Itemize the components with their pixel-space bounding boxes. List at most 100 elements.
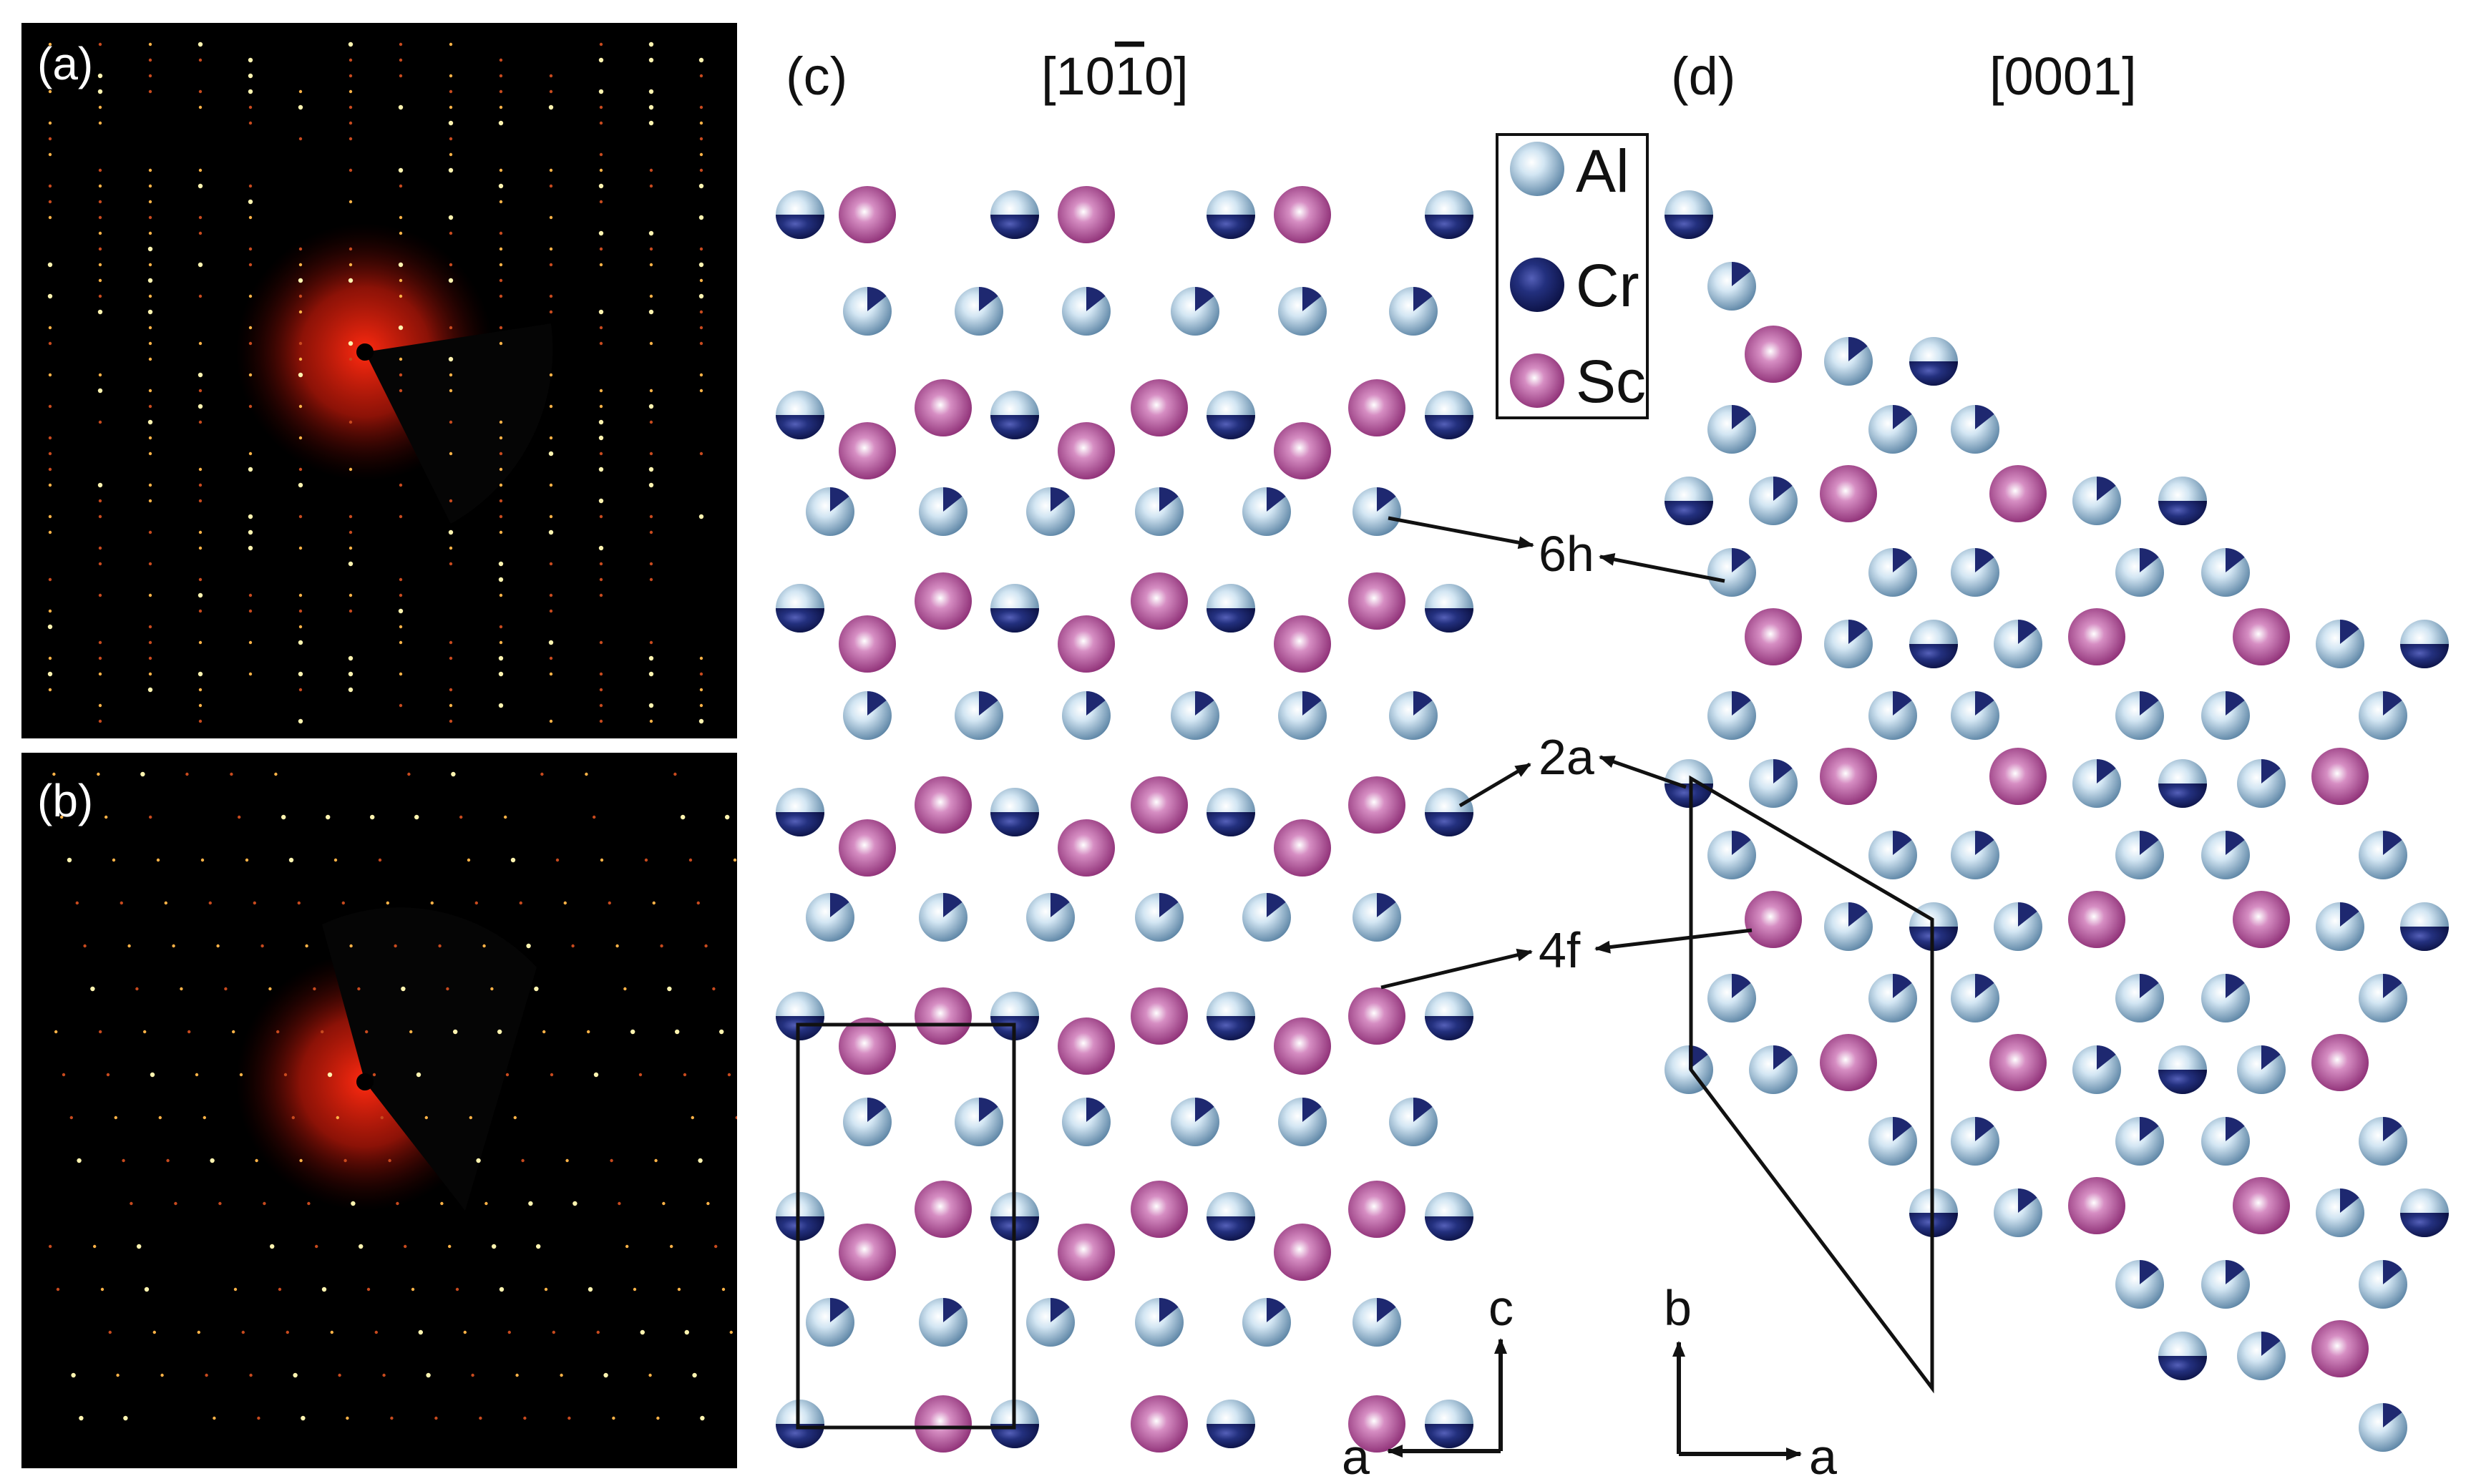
cr-atom (776, 1192, 824, 1241)
sc-atom (1058, 422, 1115, 479)
al-atom (1278, 287, 1327, 336)
arrow-2a-right (1599, 755, 1687, 789)
sc-atom (1348, 572, 1405, 630)
legend-swatch-sc (1510, 353, 1564, 408)
al-atom (806, 487, 854, 536)
sc-atom (1131, 379, 1188, 436)
sc-atom (1274, 1017, 1331, 1075)
al-atom (1026, 893, 1075, 942)
sc-atom (2233, 891, 2290, 948)
al-atom (2316, 902, 2364, 951)
panel-label-d: (d) (1671, 47, 1735, 106)
sc-atom (1058, 1224, 1115, 1281)
al-atom (2115, 691, 2164, 740)
cr-atom (2400, 620, 2449, 668)
sc-atom (915, 379, 972, 436)
al-atom (1242, 487, 1291, 536)
al-atom (1868, 974, 1917, 1022)
al-atom (2359, 1117, 2407, 1166)
sc-atom (1058, 615, 1115, 673)
diffraction-pattern-b: (b) (21, 753, 737, 1468)
sc-atom (839, 186, 896, 243)
cr-atom (1909, 620, 1958, 668)
al-atom (843, 691, 892, 740)
al-atom (1868, 1117, 1917, 1166)
sc-atom (1820, 748, 1877, 805)
cr-atom (990, 584, 1039, 633)
al-atom (1707, 974, 1756, 1022)
al-atom (2316, 620, 2364, 668)
cr-atom (1207, 391, 1255, 439)
al-atom (955, 691, 1003, 740)
sc-atom (1058, 1017, 1115, 1075)
sc-atom (1274, 422, 1331, 479)
sc-atom (1989, 1034, 2047, 1091)
diffraction-image-a (47, 42, 704, 724)
axis-c-side-label: a (1342, 1429, 1370, 1484)
cr-atom (776, 992, 824, 1040)
legend-label-cr: Cr (1576, 252, 1639, 319)
cr-atom (1207, 1400, 1255, 1448)
sc-atom (1131, 987, 1188, 1045)
al-atom (1026, 1298, 1075, 1347)
arrow-4f-right (1594, 928, 1753, 954)
al-atom (2201, 691, 2250, 740)
sc-atom (1131, 1395, 1188, 1453)
unit-cell-c (796, 1022, 1016, 1430)
cr-atom (990, 788, 1039, 836)
atom-layer-c (776, 186, 1473, 1453)
al-atom (1353, 1298, 1401, 1347)
al-atom (1994, 620, 2042, 668)
cr-atom (1425, 584, 1473, 633)
sc-atom (2311, 1034, 2369, 1091)
sc-atom (839, 1017, 896, 1075)
cr-atom (776, 788, 824, 836)
legend: Al Cr Sc (1496, 133, 1649, 419)
al-atom (1062, 691, 1111, 740)
sc-atom (1274, 1224, 1331, 1281)
al-atom (1707, 262, 1756, 311)
cr-atom (1425, 190, 1473, 239)
al-atom (2115, 831, 2164, 879)
al-atom (1868, 405, 1917, 454)
cr-atom (1425, 391, 1473, 439)
atom-layer-d (1665, 190, 2449, 1452)
sc-atom (1131, 776, 1188, 834)
axes-d: b a (1664, 1280, 1837, 1484)
al-atom (1749, 759, 1798, 808)
cr-atom (1207, 1192, 1255, 1241)
al-atom (1951, 831, 1999, 879)
legend-swatch-cr (1510, 258, 1564, 312)
sc-atom (2068, 1177, 2125, 1234)
sc-atom (1745, 326, 1802, 383)
al-atom (919, 1298, 968, 1347)
sc-atom (2068, 891, 2125, 948)
sc-atom (1058, 186, 1115, 243)
arrow-6h-left (1388, 516, 1534, 550)
al-atom (806, 893, 854, 942)
cr-atom (2158, 1332, 2207, 1380)
al-atom (1707, 691, 1756, 740)
al-atom (1951, 548, 1999, 597)
sc-atom (1348, 987, 1405, 1045)
al-atom (1389, 1098, 1438, 1146)
cr-atom (1207, 992, 1255, 1040)
sc-atom (839, 1224, 896, 1281)
al-atom (2201, 831, 2250, 879)
al-atom (1389, 287, 1438, 336)
axis-d-up-label: b (1664, 1280, 1692, 1336)
sc-atom (1348, 379, 1405, 436)
cr-atom (2400, 1188, 2449, 1237)
al-atom (2237, 759, 2286, 808)
sc-atom (1131, 572, 1188, 630)
sc-atom (1058, 819, 1115, 877)
al-atom (806, 1298, 854, 1347)
legend-swatch-al (1510, 142, 1564, 196)
al-atom (1951, 691, 1999, 740)
sc-atom (1745, 891, 1802, 948)
sc-atom (2311, 1320, 2369, 1377)
sc-atom (1274, 819, 1331, 877)
al-atom (2359, 1403, 2407, 1452)
site-label-6h: 6h (1539, 526, 1594, 582)
sc-atom (1348, 1395, 1405, 1453)
